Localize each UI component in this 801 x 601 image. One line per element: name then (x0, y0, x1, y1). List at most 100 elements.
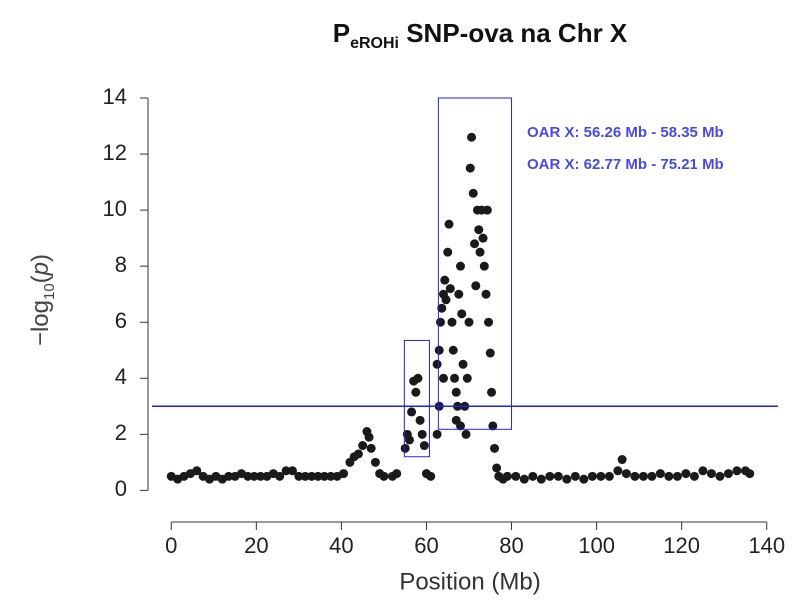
point (479, 261, 489, 271)
y-label-sub: 10 (41, 283, 58, 300)
point (664, 471, 674, 481)
point (300, 471, 310, 481)
point (502, 471, 512, 481)
point (370, 457, 380, 467)
point (471, 281, 481, 291)
y-label-main: −log (27, 300, 54, 346)
point (492, 463, 502, 473)
point (415, 415, 425, 425)
point (364, 432, 374, 442)
y-tick-label: 4 (115, 364, 127, 389)
point (485, 348, 495, 358)
point (426, 471, 436, 481)
point (490, 443, 500, 453)
point (672, 471, 682, 481)
point (441, 295, 451, 305)
title-sub: eROHi (350, 35, 399, 52)
y-label-close: ) (27, 254, 54, 262)
y-tick-label: 10 (103, 196, 127, 221)
point (647, 471, 657, 481)
point (353, 449, 363, 459)
point (451, 387, 461, 397)
point (281, 466, 291, 476)
point (256, 471, 266, 481)
point (404, 435, 414, 445)
point (487, 387, 497, 397)
point (444, 219, 454, 229)
y-tick-label: 14 (103, 84, 127, 109)
point (478, 233, 488, 243)
point (448, 345, 458, 355)
point (358, 441, 368, 451)
annotation: OAR X: 56.26 Mb - 58.35 Mb (527, 124, 724, 141)
point (411, 387, 421, 397)
point (432, 359, 442, 369)
point (434, 345, 444, 355)
point (249, 471, 259, 481)
point (413, 373, 423, 383)
point (461, 429, 471, 439)
point (307, 471, 317, 481)
x-tick-label: 120 (663, 533, 700, 558)
point (450, 373, 460, 383)
point (745, 469, 755, 479)
point (417, 429, 427, 439)
point (464, 317, 474, 327)
point (484, 317, 494, 327)
point (462, 373, 472, 383)
point (481, 289, 491, 299)
point (596, 471, 606, 481)
point (681, 469, 691, 479)
point (438, 373, 448, 383)
point (604, 471, 614, 481)
chart-title: PeROHi SNP-ova na Chr X (333, 18, 628, 52)
point (192, 466, 202, 476)
point (319, 471, 329, 481)
point (562, 474, 572, 484)
point (689, 471, 699, 481)
point (553, 471, 563, 481)
point (468, 188, 478, 198)
point (366, 443, 376, 453)
x-tick-label: 20 (244, 533, 268, 558)
point (467, 132, 477, 142)
point (455, 421, 465, 431)
point (638, 471, 648, 481)
highlight-box (403, 339, 430, 458)
point (243, 471, 253, 481)
highlight-box (437, 97, 513, 430)
point (419, 441, 429, 451)
y-label-var: p (27, 262, 54, 276)
point (613, 466, 623, 476)
point (287, 466, 297, 476)
y-label-open: ( (27, 275, 54, 283)
point (407, 407, 417, 417)
point (655, 469, 665, 479)
point (313, 471, 323, 481)
point (458, 359, 468, 369)
point (436, 317, 446, 327)
annotation: OAR X: 62.77 Mb - 75.21 Mb (527, 156, 724, 173)
point (536, 474, 546, 484)
point (392, 469, 402, 479)
point (511, 471, 521, 481)
point (465, 163, 475, 173)
point (545, 471, 555, 481)
point (474, 225, 484, 235)
point (440, 275, 450, 285)
point (457, 309, 467, 319)
point (475, 247, 485, 257)
point (723, 469, 733, 479)
point (275, 471, 285, 481)
point (570, 471, 580, 481)
point (587, 471, 597, 481)
point (698, 466, 708, 476)
point (432, 429, 442, 439)
point (447, 317, 457, 327)
point (732, 466, 742, 476)
point (579, 474, 589, 484)
point (621, 469, 631, 479)
y-axis-label: −log10(p) (27, 254, 58, 346)
title-rest: SNP-ova na Chr X (399, 18, 628, 48)
point (470, 239, 480, 249)
